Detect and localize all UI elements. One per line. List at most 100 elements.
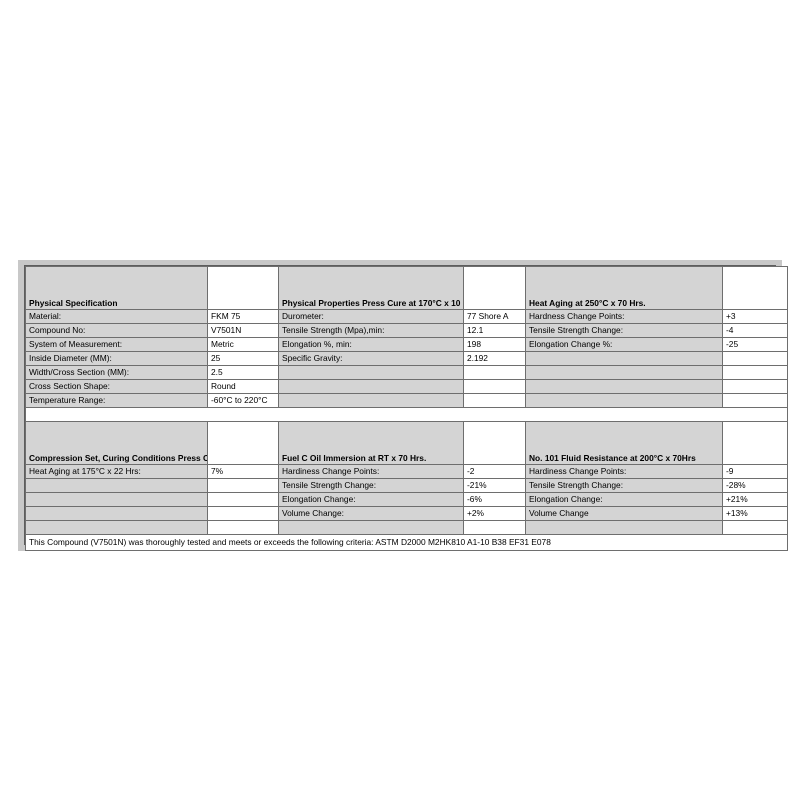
row-value: 7% — [207, 464, 279, 479]
row-value — [207, 520, 279, 535]
row-value — [463, 520, 526, 535]
row-label: Elongation Change: — [525, 492, 723, 507]
row-label: System of Measurement: — [25, 337, 208, 352]
row-value — [722, 393, 788, 408]
row-value: -4 — [722, 323, 788, 338]
row-value: -2 — [463, 464, 526, 479]
row-label: Volume Change: — [278, 506, 464, 521]
spec-table-container: Physical Specification Physical Properti… — [24, 265, 788, 551]
section-two-header-row: Compression Set, Curing Conditions Press… — [25, 421, 788, 465]
row-value: 2.192 — [463, 351, 526, 366]
row-value — [207, 506, 279, 521]
row-label — [278, 365, 464, 380]
row-value: +13% — [722, 506, 788, 521]
row-label: Inside Diameter (MM): — [25, 351, 208, 366]
row-value: 198 — [463, 337, 526, 352]
row-label — [525, 520, 723, 535]
row-label — [278, 520, 464, 535]
row-label: Specific Gravity: — [278, 351, 464, 366]
row-value: -9 — [722, 464, 788, 479]
compression-set-header: Compression Set, Curing Conditions Press… — [25, 421, 208, 465]
row-label: Tensile Strength (Mpa),min: — [278, 323, 464, 338]
row-label — [25, 478, 208, 493]
row-label — [525, 351, 723, 366]
row-value — [207, 478, 279, 493]
row-value — [722, 365, 788, 380]
row-label — [525, 393, 723, 408]
row-value: +3 — [722, 309, 788, 324]
table-row: Elongation Change: -6% Elongation Change… — [25, 492, 788, 507]
footer-note-row: This Compound (V7501N) was thoroughly te… — [25, 534, 788, 551]
row-value — [722, 351, 788, 366]
row-label: Tensile Strength Change: — [525, 323, 723, 338]
row-value: +21% — [722, 492, 788, 507]
table-row: Material: FKM 75 Durometer: 77 Shore A H… — [25, 309, 788, 324]
row-value: 77 Shore A — [463, 309, 526, 324]
row-label: Compound No: — [25, 323, 208, 338]
section-one-header-col4 — [463, 266, 526, 310]
section-separator-row — [25, 407, 788, 422]
row-label — [525, 365, 723, 380]
row-label — [278, 393, 464, 408]
row-label: Temperature Range: — [25, 393, 208, 408]
row-value — [463, 393, 526, 408]
row-value: Round — [207, 379, 279, 394]
row-label — [25, 520, 208, 535]
row-value — [722, 520, 788, 535]
row-label: Hardness Change Points: — [525, 309, 723, 324]
row-label: Elongation %, min: — [278, 337, 464, 352]
table-row: Width/Cross Section (MM): 2.5 — [25, 365, 788, 380]
row-label: Heat Aging at 175°C x 22 Hrs: — [25, 464, 208, 479]
section-one-header-row: Physical Specification Physical Properti… — [25, 266, 788, 310]
table-row: Volume Change: +2% Volume Change +13% — [25, 506, 788, 521]
heat-aging-header: Heat Aging at 250°C x 70 Hrs. — [525, 266, 723, 310]
row-value — [463, 365, 526, 380]
row-value: Metric — [207, 337, 279, 352]
row-value: 12.1 — [463, 323, 526, 338]
section-two-header-col4 — [463, 421, 526, 465]
section-two-header-col2 — [207, 421, 279, 465]
row-label — [278, 379, 464, 394]
table-row: Inside Diameter (MM): 25 Specific Gravit… — [25, 351, 788, 366]
row-label: Durometer: — [278, 309, 464, 324]
table-row: Temperature Range: -60°C to 220°C — [25, 393, 788, 408]
compliance-note: This Compound (V7501N) was thoroughly te… — [25, 534, 788, 551]
physical-properties-header: Physical Properties Press Cure at 170°C … — [278, 266, 464, 310]
table-row: Compound No: V7501N Tensile Strength (Mp… — [25, 323, 788, 338]
row-label: Hardiness Change Points: — [278, 464, 464, 479]
table-row: Heat Aging at 175°C x 22 Hrs: 7% Hardine… — [25, 464, 788, 479]
row-label — [25, 506, 208, 521]
spec-sheet-frame: Physical Specification Physical Properti… — [18, 260, 788, 551]
row-label: Tensile Strength Change: — [278, 478, 464, 493]
row-label: Elongation Change: — [278, 492, 464, 507]
table-row — [25, 520, 788, 535]
row-value: FKM 75 — [207, 309, 279, 324]
row-value: -6% — [463, 492, 526, 507]
table-row: Tensile Strength Change: -21% Tensile St… — [25, 478, 788, 493]
row-value: +2% — [463, 506, 526, 521]
row-value: 2.5 — [207, 365, 279, 380]
row-label — [525, 379, 723, 394]
fluid-resistance-header: No. 101 Fluid Resistance at 200°C x 70Hr… — [525, 421, 723, 465]
row-label: Volume Change — [525, 506, 723, 521]
row-label: Hardiness Change Points: — [525, 464, 723, 479]
physical-specification-header: Physical Specification — [25, 266, 208, 310]
row-value: -25 — [722, 337, 788, 352]
section-two-header-col6 — [722, 421, 788, 465]
row-value — [722, 379, 788, 394]
row-value: -21% — [463, 478, 526, 493]
row-label: Tensile Strength Change: — [525, 478, 723, 493]
table-body: Physical Specification Physical Properti… — [25, 266, 788, 551]
row-value — [207, 492, 279, 507]
specification-table: Physical Specification Physical Properti… — [25, 266, 788, 551]
row-label — [25, 492, 208, 507]
table-row: Cross Section Shape: Round — [25, 379, 788, 394]
section-one-header-col2 — [207, 266, 279, 310]
row-label: Material: — [25, 309, 208, 324]
row-value: V7501N — [207, 323, 279, 338]
row-value: -28% — [722, 478, 788, 493]
fuel-c-oil-immersion-header: Fuel C Oil Immersion at RT x 70 Hrs. — [278, 421, 464, 465]
section-separator-cell — [25, 407, 788, 422]
row-label: Elongation Change %: — [525, 337, 723, 352]
section-one-header-col6 — [722, 266, 788, 310]
